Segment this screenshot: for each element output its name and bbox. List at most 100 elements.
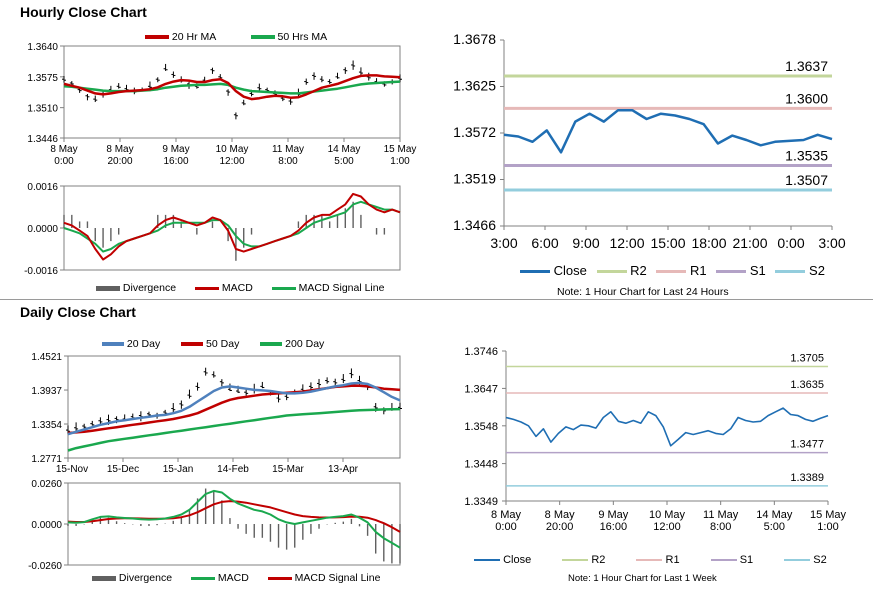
hourly-price-x-tick-label: 8 May: [50, 144, 77, 155]
hourly-price-x-tick-label: 8 May: [106, 144, 133, 155]
legend-label-week-r2: R2: [591, 554, 606, 566]
legend-label-r2: R2: [630, 263, 647, 278]
pivot24-y-tick-label: 1.3625: [453, 78, 496, 94]
legend-swatch-daily-macd: [190, 576, 215, 580]
pivot24-y-tick-label: 1.3572: [453, 124, 496, 140]
hourly-section-title: Hourly Close Chart: [20, 4, 147, 20]
daily-price-x-tick-label: 15-Dec: [107, 464, 139, 475]
daily-50-day-line: [67, 384, 401, 435]
pivot24-level-label-s1: 1.3535: [785, 147, 828, 163]
legend-label-s2: S2: [809, 263, 825, 278]
pivot24-level-label-r1: 1.3600: [785, 90, 828, 106]
hourly-price-x-tick-label: 20:00: [107, 156, 132, 167]
legend-label-r1: R1: [690, 263, 707, 278]
pivot24-note: Note: 1 Hour Chart for Last 24 Hours: [557, 286, 729, 298]
hourly-price-x-tick-label: 1:00: [390, 156, 410, 167]
pivotweek-x-tick-label: 9 May: [598, 509, 628, 521]
pivotweek-x-tick-label: 0:00: [495, 521, 516, 533]
hourly-macd-legend: Divergence MACD MACD Signal Line: [96, 282, 384, 294]
daily-price-y-tick-label: 1.4521: [31, 352, 62, 363]
legend-label-week-r1: R1: [665, 554, 680, 566]
hourly-legend: 20 Hr MA 50 Hrs MA: [145, 31, 327, 43]
pivotweek-x-tick-label: 5:00: [764, 521, 785, 533]
pivotweek-x-tick-label: 15 May: [810, 509, 847, 521]
daily-price-y-tick-label: 1.2771: [31, 454, 62, 465]
pivot24-close-line: [503, 108, 833, 154]
daily-legend: 20 Day 50 Day 200 Day: [102, 338, 324, 350]
legend-swatch-close: [520, 270, 550, 274]
pivotweek-y-tick-label: 1.3349: [464, 496, 498, 508]
daily-macd-macd-line: [67, 489, 401, 549]
pivotweek-note: Note: 1 Hour Chart for Last 1 Week: [568, 573, 717, 584]
hourly-price-x-tick-label: 8:00: [278, 156, 298, 167]
pivotweek-legend: Close R2 R1 S1 S2: [474, 554, 827, 566]
legend-swatch-week-s2: [784, 559, 811, 562]
hourly-macd-signal-line: [63, 200, 401, 253]
pivotweek-x-tick-label: 8 May: [491, 509, 521, 521]
daily-20-day-line: [67, 381, 401, 436]
legend-label-week-s1: S1: [739, 554, 754, 566]
legend-swatch-signal: [271, 286, 296, 290]
pivotweek-level-label-s1: 1.3477: [790, 439, 824, 451]
legend-label-daily-signal: MACD Signal Line: [294, 572, 381, 584]
legend-swatch-daily-divergence: [92, 575, 116, 581]
legend-swatch-r1: [656, 270, 687, 274]
legend-label-week-s2: S2: [813, 554, 827, 566]
pivot24-x-tick-label: 18:00: [691, 235, 726, 251]
daily-macd-y-tick-label: -0.0260: [28, 561, 62, 572]
legend-swatch-divergence: [96, 285, 120, 291]
legend-swatch-week-s1: [710, 559, 737, 562]
legend-swatch-20hr-ma: [145, 35, 169, 40]
pivot24-level-label-r2: 1.3637: [785, 58, 828, 74]
legend-label-20-day: 20 Day: [126, 338, 161, 350]
pivot24-x-tick-label: 3:00: [818, 235, 845, 251]
pivotweek-x-tick-label: 1:00: [817, 521, 838, 533]
legend-label-daily-macd: MACD: [217, 572, 249, 584]
legend-swatch-s2: [775, 270, 806, 274]
hourly-price-y-tick-label: 1.3446: [27, 134, 58, 145]
hourly-price-x-tick-label: 16:00: [163, 156, 188, 167]
legend-label-close: Close: [553, 263, 587, 278]
hourly-price-x-tick-label: 9 May: [162, 144, 189, 155]
hourly-price-y-tick-label: 1.3640: [27, 42, 58, 53]
pivotweek-x-tick-label: 8 May: [545, 509, 575, 521]
pivotweek-x-tick-label: 8:00: [710, 521, 731, 533]
pivotweek-x-tick-label: 10 May: [649, 509, 686, 521]
hourly-price-x-tick-label: 0:00: [54, 156, 74, 167]
hourly-price-x-tick-label: 15 May: [384, 144, 417, 155]
pivotweek-x-tick-label: 16:00: [600, 521, 628, 533]
pivotweek-x-tick-label: 14 May: [756, 509, 793, 521]
pivotweek-level-label-r1: 1.3635: [790, 379, 824, 391]
daily-macd-y-tick-label: 0.0260: [31, 479, 62, 490]
legend-swatch-daily-signal: [267, 576, 292, 580]
hourly-price-x-tick-label: 12:00: [219, 156, 244, 167]
daily-price-x-tick-label: 14-Feb: [217, 464, 249, 475]
legend-swatch-week-close: [474, 559, 500, 562]
legend-swatch-50hrs-ma: [250, 35, 275, 40]
pivot24-x-tick-label: 12:00: [609, 235, 644, 251]
hourly-macd-macd-line: [63, 192, 401, 261]
pivotweek-close-line: [505, 407, 829, 447]
pivotweek-y-tick-label: 1.3647: [464, 383, 498, 395]
pivot24-y-tick-label: 1.3466: [453, 217, 496, 233]
hourly-20hr-ma-line: [63, 74, 401, 101]
pivot24-x-tick-label: 21:00: [732, 235, 767, 251]
legend-label-200-day: 200 Day: [285, 338, 325, 350]
pivot24-x-tick-label: 15:00: [650, 235, 685, 251]
daily-price-y-tick-label: 1.3354: [31, 420, 62, 431]
legend-label-divergence: Divergence: [122, 282, 177, 294]
hourly-price-y-tick-label: 1.3575: [27, 73, 58, 84]
legend-swatch-50-day: [181, 342, 204, 347]
daily-200-day-line: [67, 407, 401, 452]
legend-swatch-week-r2: [562, 559, 589, 562]
daily-section-title: Daily Close Chart: [20, 304, 136, 320]
pivotweek-y-tick-label: 1.3448: [464, 459, 498, 471]
pivotweek-level-label-r2: 1.3705: [790, 352, 824, 364]
daily-price-y-tick-label: 1.3937: [31, 386, 62, 397]
legend-swatch-macd: [194, 286, 219, 290]
pivot24-y-tick-label: 1.3519: [453, 171, 496, 187]
daily-price-x-tick-label: 15-Nov: [56, 464, 88, 475]
daily-price-x-tick-label: 15-Jan: [163, 464, 194, 475]
legend-swatch-20-day: [102, 342, 124, 347]
